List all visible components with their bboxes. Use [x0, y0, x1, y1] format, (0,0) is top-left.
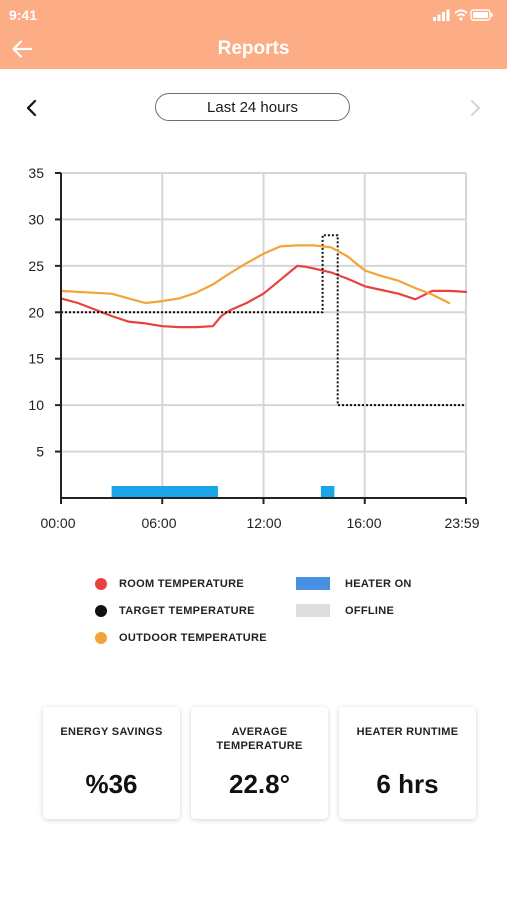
- temperature-chart: 5 10 15 20 25 30 35 00:00 06:00 12:00 16:00 23:59: [28, 165, 479, 531]
- legend-item-offline: OFFLINE: [296, 604, 394, 617]
- card-label: HEATER RUNTIME: [356, 726, 459, 738]
- date-range-selector[interactable]: Last 24 hours: [155, 93, 350, 121]
- y-tick-label: 10: [28, 397, 44, 413]
- card-label: AVERAGE TEMPERATURE: [216, 726, 303, 752]
- legend-marker-target: [95, 605, 107, 617]
- card-label: ENERGY SAVINGS: [60, 726, 163, 738]
- x-tick-label: 12:00: [246, 515, 281, 531]
- back-button[interactable]: [10, 37, 34, 61]
- arrow-left-icon: [12, 40, 33, 58]
- legend-item-room-temperature: ROOM TEMPERATURE: [95, 578, 244, 590]
- legend-marker-outdoor: [95, 632, 107, 644]
- room-temperature-line: [59, 264, 468, 329]
- legend-label: HEATER ON: [345, 577, 412, 590]
- legend-label: ROOM TEMPERATURE: [119, 578, 244, 590]
- legend-item-heater-on: HEATER ON: [296, 577, 412, 590]
- target-temperature-line: [61, 234, 466, 407]
- heater-on-bar: [111, 486, 218, 498]
- x-tick-label: 16:00: [346, 515, 381, 531]
- status-time: 9:41: [9, 7, 38, 23]
- chevron-right-icon: [471, 100, 480, 116]
- status-icons: [433, 8, 493, 27]
- y-tick-label: 30: [28, 211, 44, 227]
- status-signal-wifi-battery-icon: [433, 9, 493, 21]
- legend-marker-room: [95, 578, 107, 590]
- legend-marker-offline: [296, 604, 330, 617]
- card-value: 22.8°: [228, 769, 290, 799]
- previous-range-button[interactable]: [22, 96, 42, 120]
- y-tick-label: 25: [28, 258, 44, 274]
- chart-legend: ROOM TEMPERATURE HEATER ON TARGET TEMPER…: [0, 576, 507, 656]
- app-header: 9:41 Reports: [0, 0, 507, 69]
- chevron-left-icon: [26, 99, 37, 117]
- average-temperature-card: AVERAGE TEMPERATURE 22.8°: [191, 707, 328, 819]
- outdoor-temperature-line: [59, 244, 451, 305]
- legend-item-target-temperature: TARGET TEMPERATURE: [95, 605, 255, 617]
- legend-label: OUTDOOR TEMPERATURE: [119, 632, 267, 644]
- x-tick-label: 23:59: [444, 515, 479, 531]
- card-value: %36: [85, 769, 138, 799]
- card-value: 6 hrs: [376, 769, 439, 799]
- x-tick-label: 06:00: [141, 515, 176, 531]
- y-tick-label: 35: [28, 165, 44, 181]
- y-tick-label: 15: [28, 351, 44, 367]
- legend-label: TARGET TEMPERATURE: [119, 605, 255, 617]
- next-range-button[interactable]: [465, 96, 485, 120]
- legend-item-outdoor-temperature: OUTDOOR TEMPERATURE: [95, 632, 267, 644]
- y-tick-label: 20: [28, 304, 44, 320]
- energy-savings-card: ENERGY SAVINGS %36: [43, 707, 180, 819]
- heater-on-bar: [320, 486, 335, 498]
- legend-label: OFFLINE: [345, 604, 395, 617]
- heater-runtime-card: HEATER RUNTIME 6 hrs: [339, 707, 476, 819]
- page-title: Reports: [217, 38, 290, 59]
- y-tick-label: 5: [36, 444, 44, 460]
- x-tick-label: 00:00: [40, 515, 75, 531]
- legend-marker-heater: [296, 577, 330, 590]
